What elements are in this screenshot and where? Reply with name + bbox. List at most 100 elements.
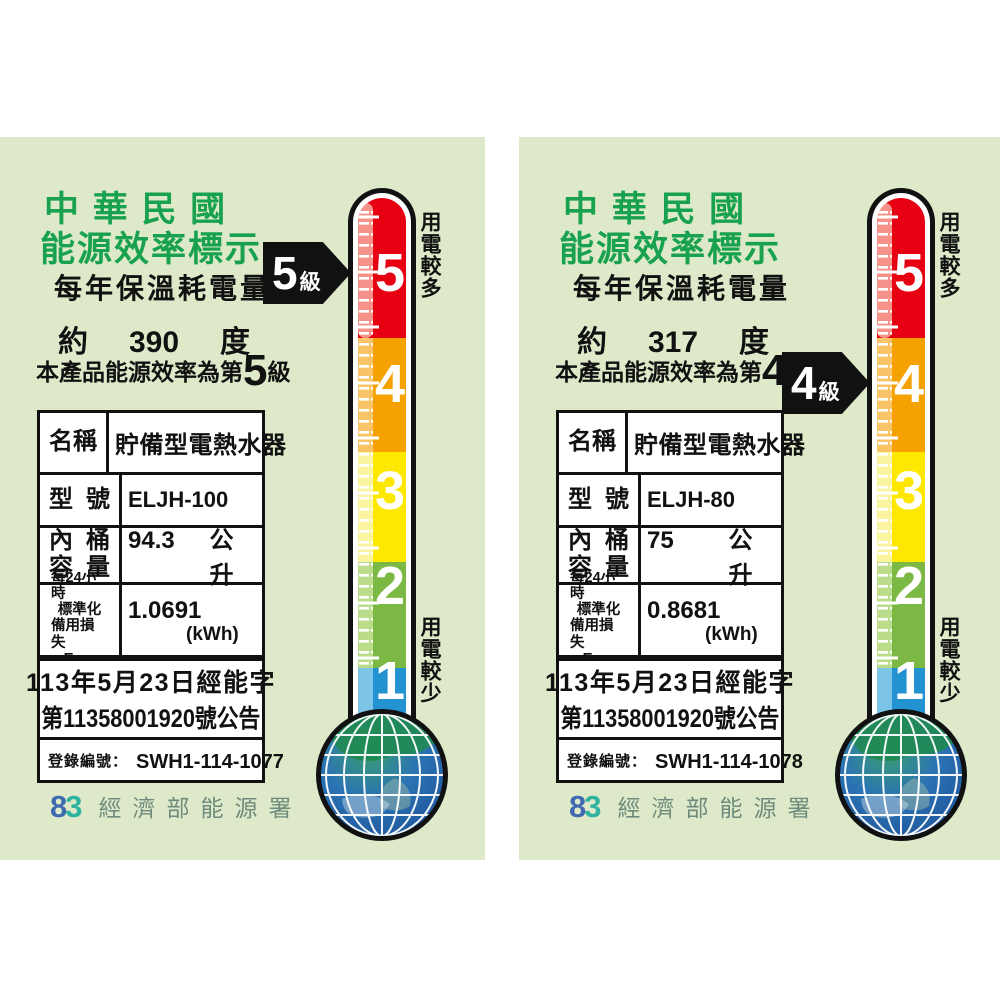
registration-number: SWH1-114-1077 (136, 750, 284, 773)
name-value: 貯備型電熱水器 (115, 432, 287, 459)
loss-label-line2: 標準化 (576, 602, 621, 619)
announcement-line2: 第11358001920號公告 (560, 705, 780, 733)
table-row-model: 型 號 ELJH-100 (40, 475, 262, 528)
major-ticks (358, 215, 379, 660)
capacity-label4: 量 (605, 554, 629, 581)
loss-value-cell: 1.0691 (kWh) (122, 585, 262, 655)
capacity-unit: 公升 (728, 527, 753, 589)
country-title: 中 華 民 國 (563, 190, 747, 229)
usage-prefix: 約 (58, 326, 88, 359)
model-label2: 號 (605, 485, 629, 513)
usage-more-label: 用電較多 (937, 211, 960, 299)
level-4-number: 4 (375, 354, 405, 414)
model-value: ELJH-80 (647, 487, 736, 512)
capacity-label-cell: 內 桶 容 量 (40, 527, 122, 582)
name-label: 名 (49, 428, 73, 456)
globe-detail (840, 714, 962, 836)
table-row-name: 名 稱 貯備型電熱水器 (559, 413, 805, 475)
major-ticks (877, 215, 898, 660)
capacity-label2: 桶 (86, 527, 110, 555)
label-title: 能源效率標示 (559, 230, 782, 269)
grade-value: 5 (243, 346, 268, 395)
usage-less-label: 用電較少 (937, 616, 960, 704)
level-numbers: 5 4 3 2 1 (375, 243, 405, 711)
name-label2: 稱 (73, 428, 97, 456)
model-label: 型 (568, 485, 592, 513)
name-value-cell: 貯備型電熱水器 (628, 413, 812, 472)
country-title: 中 華 民 國 (44, 190, 228, 229)
model-label-cell: 型 號 (40, 475, 122, 525)
loss-label-line1: 每24小時 (570, 569, 616, 602)
spec-table: 名 稱 貯備型電熱水器 型 號 ELJH-80 (556, 410, 805, 670)
model-value: ELJH-100 (128, 487, 229, 512)
thermometer-graphic: 5 4 3 2 1 (835, 188, 967, 841)
annual-consumption-caption: 每年保溫耗電量 (54, 273, 272, 304)
registration-box: 登錄編號： SWH1-114-1078 (556, 737, 803, 783)
grade-sentence: 本產品能源效率為第 4 級 (555, 348, 809, 392)
grade-prefix: 本產品能源效率為第 (555, 359, 762, 386)
usage-unit: 度 (220, 326, 250, 359)
capacity-label4: 量 (86, 554, 110, 581)
globe-detail (321, 714, 443, 836)
loss-label-cell: 每24小時 標準化 備用損失 Est,24 (40, 570, 122, 670)
table-row-model: 型 號 ELJH-80 (559, 475, 781, 528)
table-row-standby-loss: 每24小時 標準化 備用損失 Est,24 1.0691 (kWh) (40, 570, 262, 670)
table-row-capacity: 內 桶 容 量 75 公升 (559, 527, 781, 589)
loss-label-cell: 每24小時 標準化 備用損失 Est,24 (559, 570, 641, 670)
capacity-label3: 容 (568, 554, 592, 581)
name-value: 貯備型電熱水器 (634, 432, 806, 459)
loss-label-line2: 標準化 (57, 602, 102, 619)
usage-less-label: 用電較少 (418, 616, 441, 704)
registration-box: 登錄編號： SWH1-114-1077 (37, 737, 284, 783)
grade-sentence: 本產品能源效率為第 5 級 (36, 346, 291, 395)
model-label2: 號 (86, 485, 110, 513)
logo-glyph-left: 8 (50, 788, 67, 824)
capacity-value-cell: 75 公升 (641, 527, 781, 589)
model-label-cell: 型 號 (559, 475, 641, 525)
tube-segments (877, 198, 925, 737)
loss-unit: (kWh) (705, 623, 758, 645)
announcement-line2: 第11358001920號公告 (41, 705, 261, 733)
level-3-number: 3 (894, 461, 924, 521)
registration-label: 登錄編號： (567, 752, 648, 770)
agency-name: 經濟部能源署 (617, 795, 822, 821)
globe-grid (321, 714, 443, 836)
capacity-value: 75 (647, 527, 674, 554)
spec-table: 名 稱 貯備型電熱水器 型 號 ELJH-100 (37, 410, 286, 670)
loss-label-line1: 每24小時 (51, 569, 97, 602)
level-2-number: 2 (894, 556, 924, 616)
level-2-number: 2 (375, 556, 405, 616)
level-1-number: 1 (375, 651, 405, 711)
capacity-label3: 容 (49, 554, 73, 581)
capacity-label: 內 (49, 527, 73, 555)
announcement-box: 113年5月23日經能字 第11358001920號公告 (26, 658, 275, 740)
name-label: 名 (568, 428, 592, 456)
grade-arrow-number: 5 (272, 247, 298, 299)
capacity-label: 內 (568, 527, 592, 555)
loss-unit: (kWh) (186, 623, 239, 645)
model-value-cell: ELJH-80 (641, 475, 781, 525)
level-1-number: 1 (894, 651, 924, 711)
grade-arrow-number: 4 (791, 357, 817, 409)
logo-glyph-left: 8 (569, 788, 586, 824)
name-value-cell: 貯備型電熱水器 (109, 413, 293, 472)
announcement-box: 113年5月23日經能字 第11358001920號公告 (545, 658, 794, 740)
level-5-number: 5 (894, 243, 924, 303)
annual-consumption-line: 約 317 度 (577, 317, 769, 361)
globe-grid (840, 714, 962, 836)
grade-suffix: 級 (267, 359, 291, 386)
thermometer-graphic: 5 4 3 2 1 (316, 188, 448, 841)
loss-label-line3: 備用損失 (570, 618, 614, 651)
level-4-number: 4 (894, 354, 924, 414)
logo-glyph-right: 3 (65, 788, 82, 824)
model-label: 型 (49, 485, 73, 513)
capacity-label2: 桶 (605, 527, 629, 555)
energy-label-card-left: 中 華 民 國 能源效率標示 每年保溫耗電量 約 390 度 本產品能源效率為第… (0, 137, 485, 860)
loss-value-cell: 0.8681 (kWh) (641, 585, 781, 655)
annual-consumption-caption: 每年保溫耗電量 (573, 273, 791, 304)
capacity-label-cell: 內 桶 容 量 (559, 527, 641, 582)
loss-value: 1.0691 (128, 596, 202, 624)
agency-footer: 83 經濟部能源署 (569, 789, 822, 823)
level-3-number: 3 (375, 461, 405, 521)
